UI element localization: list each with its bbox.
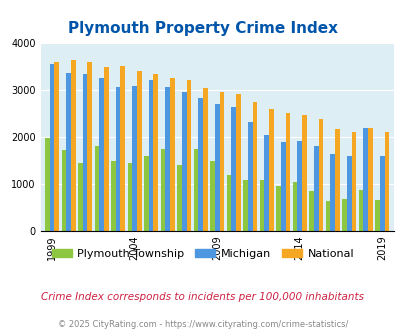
Bar — [132, 86, 136, 231]
Bar — [374, 200, 379, 231]
Bar — [247, 122, 252, 231]
Bar — [128, 163, 132, 231]
Bar — [170, 78, 174, 231]
Bar — [219, 92, 224, 231]
Bar — [379, 156, 384, 231]
Bar — [269, 109, 273, 231]
Text: Plymouth Property Crime Index: Plymouth Property Crime Index — [68, 21, 337, 36]
Bar — [226, 175, 231, 231]
Bar — [325, 201, 330, 231]
Bar — [351, 132, 355, 231]
Bar — [193, 149, 198, 231]
Bar — [83, 74, 87, 231]
Bar — [45, 138, 50, 231]
Bar — [198, 98, 202, 231]
Bar — [66, 73, 71, 231]
Bar — [202, 87, 207, 231]
Bar — [186, 80, 191, 231]
Bar — [280, 142, 285, 231]
Bar — [54, 62, 59, 231]
Bar — [71, 60, 75, 231]
Text: © 2025 CityRating.com - https://www.cityrating.com/crime-statistics/: © 2025 CityRating.com - https://www.city… — [58, 320, 347, 329]
Bar — [50, 64, 54, 231]
Bar — [62, 150, 66, 231]
Text: Crime Index corresponds to incidents per 100,000 inhabitants: Crime Index corresponds to incidents per… — [41, 292, 364, 302]
Bar — [297, 141, 301, 231]
Bar — [235, 94, 240, 231]
Bar — [99, 78, 104, 231]
Bar — [210, 161, 214, 231]
Bar — [165, 87, 170, 231]
Bar — [264, 135, 269, 231]
Bar — [87, 62, 92, 231]
Bar — [259, 180, 264, 231]
Bar — [362, 128, 367, 231]
Bar — [120, 66, 125, 231]
Bar — [115, 87, 120, 231]
Bar — [252, 102, 256, 231]
Bar — [346, 156, 351, 231]
Bar — [292, 182, 297, 231]
Bar — [285, 114, 290, 231]
Bar — [334, 129, 339, 231]
Bar — [276, 186, 280, 231]
Bar — [243, 180, 247, 231]
Bar — [341, 200, 346, 231]
Bar — [313, 147, 318, 231]
Bar — [231, 107, 235, 231]
Bar — [136, 71, 141, 231]
Bar — [160, 149, 165, 231]
Bar — [181, 92, 186, 231]
Bar — [318, 118, 322, 231]
Bar — [153, 74, 158, 231]
Bar — [94, 147, 99, 231]
Bar — [301, 115, 306, 231]
Bar — [111, 161, 115, 231]
Bar — [149, 80, 153, 231]
Bar — [144, 156, 149, 231]
Bar — [177, 165, 181, 231]
Bar — [104, 67, 108, 231]
Bar — [78, 163, 83, 231]
Bar — [358, 190, 362, 231]
Bar — [309, 190, 313, 231]
Legend: Plymouth Township, Michigan, National: Plymouth Township, Michigan, National — [47, 245, 358, 263]
Bar — [384, 132, 388, 231]
Bar — [330, 154, 334, 231]
Bar — [214, 104, 219, 231]
Bar — [367, 128, 372, 231]
